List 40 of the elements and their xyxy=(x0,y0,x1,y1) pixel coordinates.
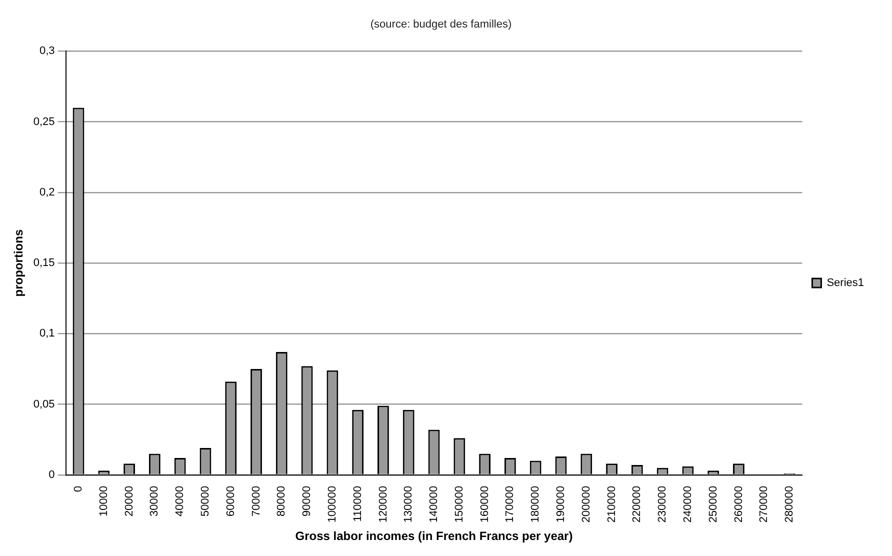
x-tick-label: 220000 xyxy=(631,486,644,523)
x-tick-label: 200000 xyxy=(580,486,592,523)
chart-subtitle: (source: budget des familles) xyxy=(370,18,512,31)
x-tick-label: 280000 xyxy=(784,486,796,523)
x-tick-label: 170000 xyxy=(504,486,516,523)
x-axis-title: Gross labor incomes (in French Francs per year) xyxy=(295,529,573,544)
x-tick-label: 140000 xyxy=(428,486,440,523)
x-tick-label: 210000 xyxy=(606,486,618,523)
x-tick-label: 60000 xyxy=(224,486,237,516)
x-tick-label: 230000 xyxy=(656,486,669,523)
y-axis-title: proportions xyxy=(12,229,26,297)
x-tick-label: 40000 xyxy=(174,486,186,516)
x-tick-label: 160000 xyxy=(478,486,491,523)
y-tick-label: 0,2 xyxy=(40,186,55,198)
x-tick-label: 0 xyxy=(72,486,85,492)
x-tick-label: 110000 xyxy=(352,486,364,522)
x-tick-label: 120000 xyxy=(377,486,390,523)
x-tick-label: 150000 xyxy=(453,486,466,523)
x-tick-label: 50000 xyxy=(200,486,212,516)
x-tick-label: 180000 xyxy=(530,486,542,523)
x-tick-label: 270000 xyxy=(758,486,770,523)
x-tick-label: 30000 xyxy=(148,486,161,516)
x-tick-label: 130000 xyxy=(402,486,415,523)
x-tick-label: 260000 xyxy=(732,486,745,523)
y-tick-label: 0,05 xyxy=(33,398,55,410)
y-tick-label: 0,25 xyxy=(33,116,55,128)
x-tick-label: 100000 xyxy=(326,486,338,523)
x-tick-label: 90000 xyxy=(301,486,314,516)
x-tick-label: 20000 xyxy=(123,486,136,516)
y-tick-label: 0,15 xyxy=(33,257,55,270)
x-tick-label: 190000 xyxy=(555,486,567,523)
x-tick-label: 250000 xyxy=(707,486,720,523)
x-tick-label: 80000 xyxy=(276,486,288,516)
y-tick-label: 0 xyxy=(48,468,55,481)
y-tick-label: 0,1 xyxy=(40,328,55,340)
legend-label: Series1 xyxy=(826,277,864,290)
x-tick-label: 240000 xyxy=(682,486,694,523)
y-tick-label: 0,3 xyxy=(40,45,55,58)
x-tick-label: 70000 xyxy=(250,486,262,516)
x-tick-label: 10000 xyxy=(98,486,110,516)
